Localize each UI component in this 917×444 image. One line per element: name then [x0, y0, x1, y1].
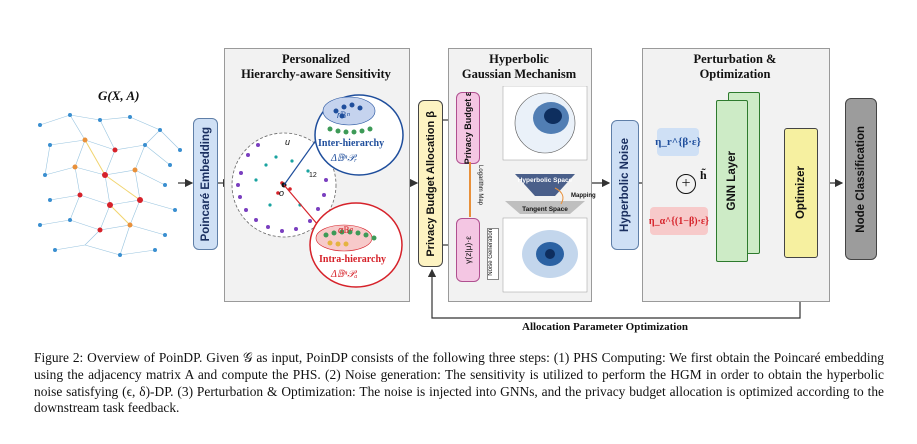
hgm-illustrations: Hyperbolic Space Tangent Space	[502, 86, 588, 293]
o-label: o	[279, 188, 285, 198]
poincare-embedding-box: Poincaré Embedding	[193, 118, 218, 250]
addition-operator: +	[676, 174, 696, 194]
h-tilde-label: h̃	[700, 168, 707, 182]
r-bn-label: r𝔹ⁿ	[337, 110, 350, 120]
inter-hierarchy-label: Inter-hierarchy	[318, 138, 385, 149]
node-classification-box: Node Classification	[845, 98, 877, 260]
hyperbolic-noise-box: Hyperbolic Noise	[611, 120, 639, 250]
poincare-embedding-label: Poincaré Embedding	[199, 126, 212, 242]
number-label: 12	[309, 172, 317, 179]
hgm-panel-title: Hyperbolic Gaussian Mechanism	[461, 52, 577, 81]
optimizer-label: Optimizer	[795, 166, 807, 220]
allocation-parameter-optimization-label: Allocation Parameter Optimization	[522, 321, 688, 333]
gamma-box: γ(z|μ)·ε	[456, 218, 480, 282]
intra-hierarchy-formula: Δ𝔹ⁿ𝒫ₐ	[331, 269, 358, 280]
privacy-budget-box: Privacy Budget ε	[456, 92, 480, 164]
mapping-label: Mapping	[571, 193, 596, 199]
hyperbolic-noise-label: Hyperbolic Noise	[619, 138, 631, 232]
hyperbolic-space-text: Hyperbolic Space	[518, 177, 573, 184]
eta-alpha-label: η_α^{(1−β)·ε}	[648, 215, 710, 227]
perturbation-panel-title: Perturbation & Optimization	[693, 52, 777, 81]
eta-r-box: η_r^{β·ε}	[655, 128, 701, 156]
u-label: u	[285, 137, 291, 147]
intra-hierarchy-label: Intra-hierarchy	[319, 254, 387, 265]
phs-panel-title: Personalized Hierarchy-aware Sensitivity	[241, 52, 391, 81]
gnn-layer-box: GNN Layer	[716, 100, 748, 262]
tangent-space-text: Tangent Space	[522, 206, 568, 213]
privacy-budget-allocation-box: Privacy Budget Allocation β	[418, 100, 443, 267]
gamma-label: γ(z|μ)·ε	[463, 236, 473, 264]
input-graph	[38, 113, 182, 257]
optimizer-box: Optimizer	[784, 128, 818, 258]
node-classification-label: Node Classification	[855, 125, 867, 233]
gnn-layer-label: GNN Layer	[726, 151, 738, 211]
alpha-bn-label: α𝔹ⁿ	[338, 225, 353, 235]
noise-generation-label: Noise Generation	[487, 228, 499, 280]
graph-title: G(X, A)	[98, 88, 140, 103]
log-map-label: Logarithm Map	[477, 165, 483, 206]
poincare-disk-illustration	[231, 94, 404, 288]
privacy-budget-label: Privacy Budget ε	[463, 91, 473, 165]
eta-r-label: η_r^{β·ε}	[655, 136, 701, 148]
eta-alpha-box: η_α^{(1−β)·ε}	[648, 207, 710, 235]
figure-caption: Figure 2: Overview of PoinDP. Given 𝒢 as…	[34, 350, 884, 416]
log-map-line	[469, 162, 471, 217]
privacy-budget-allocation-label: Privacy Budget Allocation β	[424, 110, 437, 257]
inter-hierarchy-formula: Δ𝔹ⁿ𝒫ᵣ	[331, 153, 357, 164]
